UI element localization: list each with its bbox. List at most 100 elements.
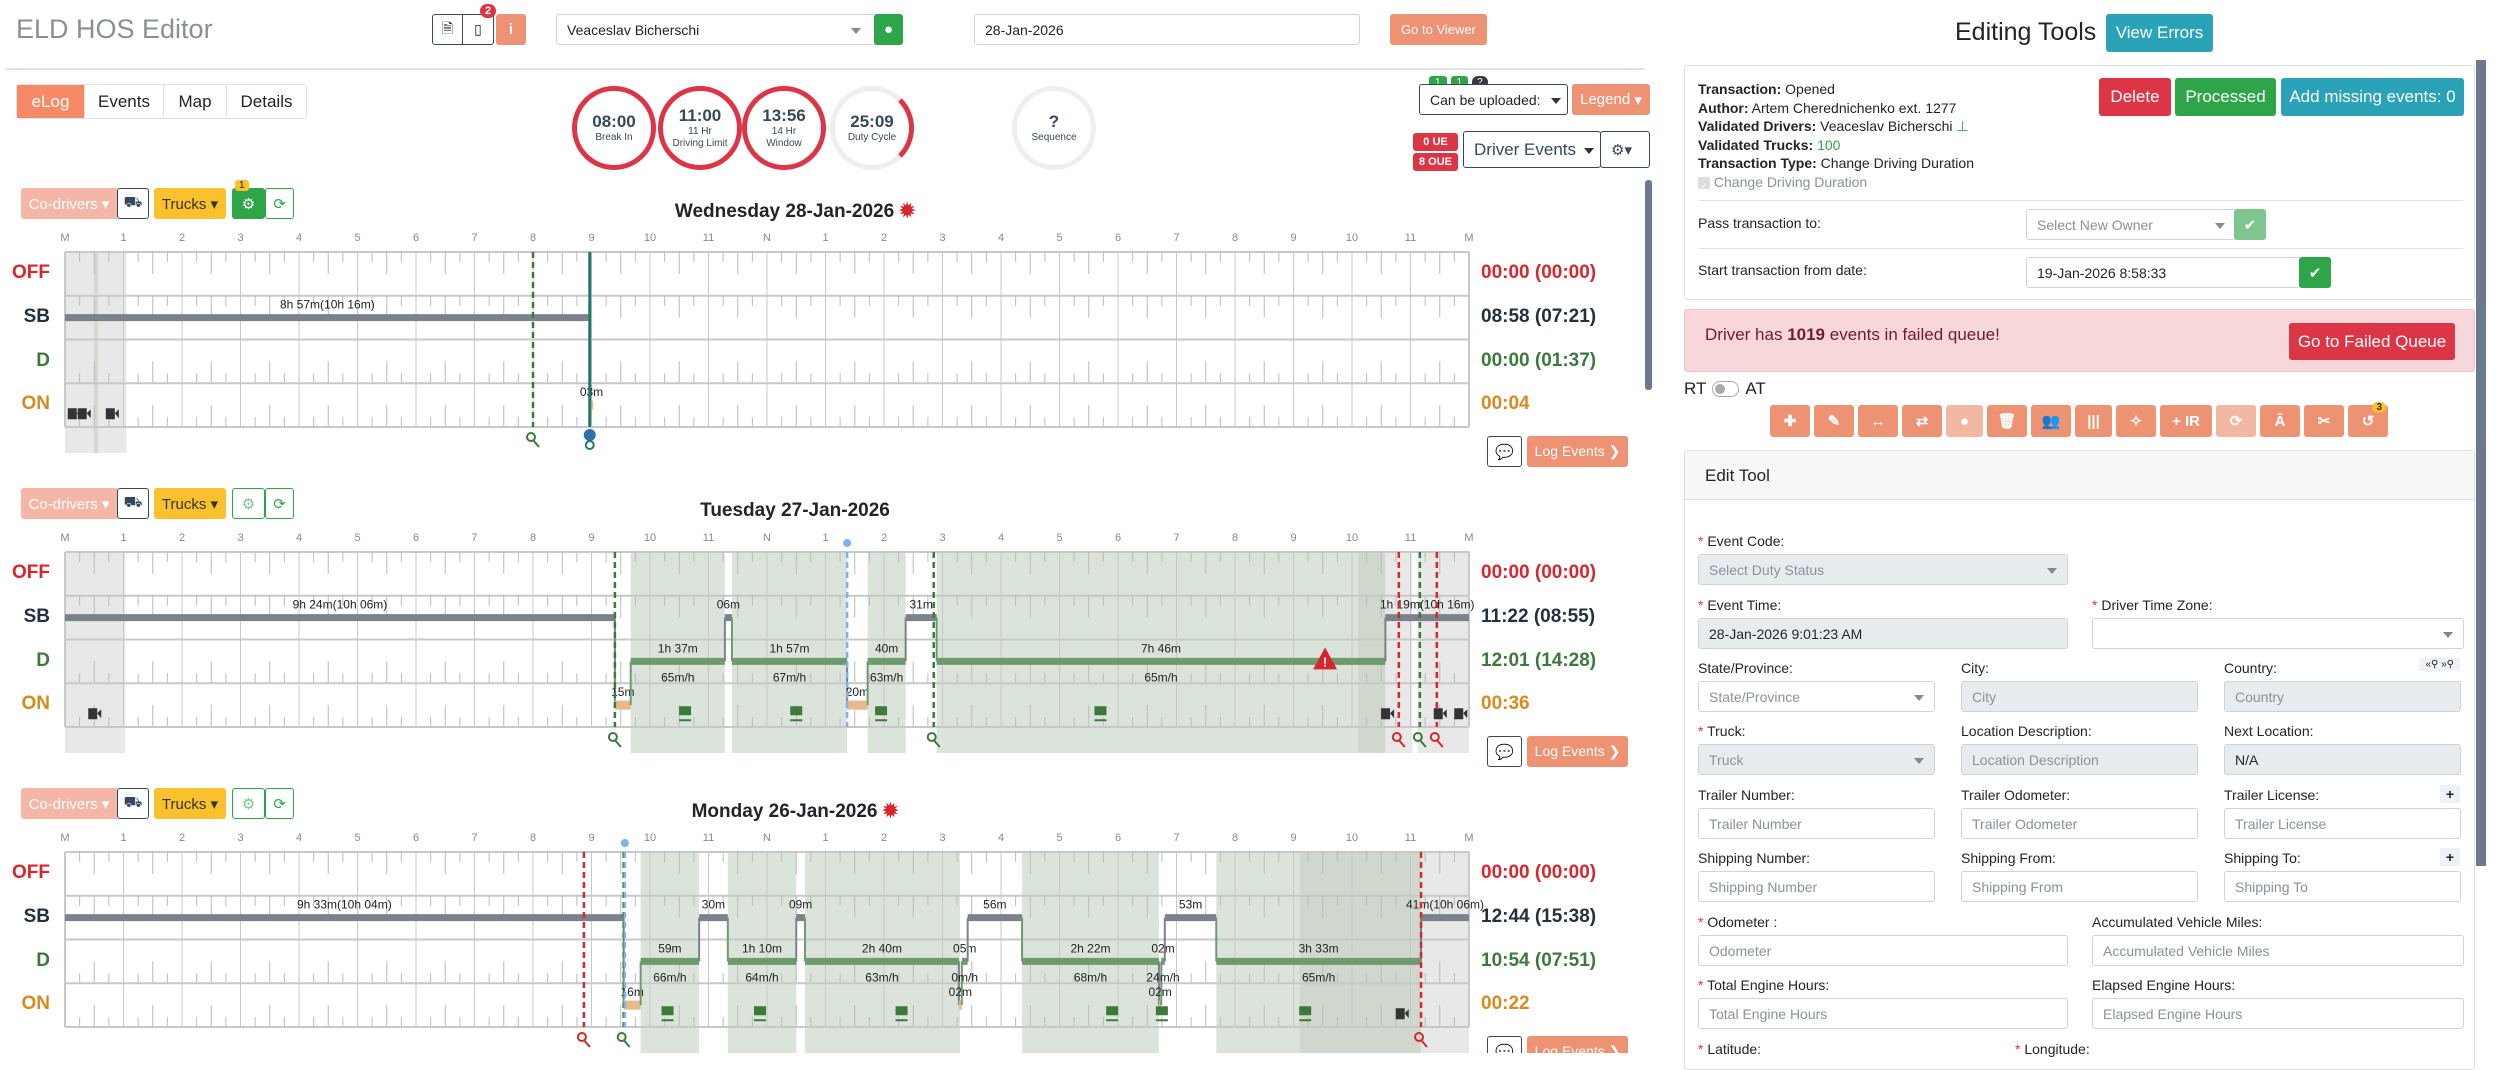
upload-status-select[interactable]: Can be uploaded: (1419, 84, 1568, 115)
ue-badge[interactable]: 0 UE (1413, 133, 1458, 151)
truck-input[interactable]: Truck (1698, 744, 1935, 775)
key-icon[interactable] (526, 432, 540, 448)
state-input[interactable]: State/Province (1698, 681, 1935, 712)
log-events-button[interactable]: Log Events ❯ (1527, 436, 1628, 467)
odometer-input[interactable]: Odometer (1698, 935, 2068, 966)
gauge-2[interactable]: 13:56 14 Hr Window (742, 86, 826, 170)
refresh-tool-button[interactable]: ⟳ (2216, 405, 2256, 437)
plus-ir-tool-button[interactable]: + IR (2160, 405, 2212, 437)
gauge-3[interactable]: 25:09 Duty Cycle (830, 86, 914, 170)
truck-icon[interactable] (661, 1006, 674, 1022)
codrivers-button[interactable]: Co-drivers ▾ (21, 788, 117, 819)
truck-icon[interactable] (1299, 1006, 1312, 1022)
key-icon[interactable] (1412, 732, 1427, 748)
city-input[interactable]: City (1961, 681, 2198, 712)
gauge-0[interactable]: 08:00 Break In (572, 86, 656, 170)
plus-tool-button[interactable]: ✚ (1770, 405, 1810, 437)
camera-icon[interactable] (1381, 708, 1395, 720)
camera-icon[interactable] (1433, 708, 1447, 720)
truck-view-button[interactable]: ⛟ (117, 788, 149, 819)
truck-icon[interactable] (895, 1006, 908, 1022)
left-scrollbar[interactable] (1645, 180, 1652, 390)
gauge-4[interactable]: ? Sequence (1012, 86, 1096, 170)
truck-icon[interactable] (1155, 1006, 1168, 1022)
trailer-license-input[interactable]: Trailer License + (2224, 785, 2461, 839)
time-zone-input[interactable] (2092, 618, 2464, 649)
magic-tool-button[interactable]: ✧ (2116, 405, 2156, 437)
trucks-button[interactable]: Trucks ▾ (154, 788, 226, 819)
legend-button[interactable]: Legend ▾ (1572, 84, 1650, 115)
key-icon[interactable] (926, 732, 941, 748)
refresh-button[interactable]: ⟳ (265, 788, 294, 819)
confirm-start-date-button[interactable]: ✔ (2299, 257, 2331, 288)
confirm-owner-button[interactable]: ✔ (2234, 209, 2266, 240)
go-to-viewer-button[interactable]: Go to Viewer (1390, 14, 1487, 45)
truck-icon[interactable] (875, 706, 888, 722)
view-errors-button[interactable]: View Errors (2106, 14, 2213, 52)
scissors-tool-button[interactable]: ✂ (2304, 405, 2344, 437)
delete-button[interactable]: Delete (2099, 78, 2171, 116)
right-scrollbar[interactable] (2476, 60, 2486, 866)
camera-icon[interactable] (77, 408, 91, 420)
codrivers-button[interactable]: Co-drivers ▾ (21, 488, 117, 519)
gauge-1[interactable]: 11:00 11 Hr Driving Limit (658, 86, 742, 170)
rt-at-switch[interactable] (1712, 381, 1740, 397)
key-icon[interactable] (1391, 732, 1406, 748)
tab-map[interactable]: Map (164, 85, 227, 118)
add-missing-events-button[interactable]: Add missing events: 0 (2281, 78, 2464, 116)
new-owner-select[interactable]: Select New Owner (2026, 209, 2236, 240)
trucks-button[interactable]: Trucks ▾ (154, 188, 226, 219)
key-icon[interactable] (616, 1032, 631, 1048)
elapsed-hours-input[interactable]: Elapsed Engine Hours (2092, 998, 2464, 1029)
comment-button[interactable]: 💬 (1487, 436, 1522, 467)
text-height-tool-button[interactable]: Ā (2260, 405, 2300, 437)
trash-tool-button[interactable]: 🗑 (1987, 405, 2027, 437)
truck-view-button[interactable]: ⛟ (117, 188, 149, 219)
country-input[interactable]: Country «⚲ »⚲ (2224, 658, 2461, 712)
key-icon[interactable] (576, 1032, 591, 1048)
log-events-button[interactable]: Log Events ❯ (1527, 1036, 1628, 1053)
undo-tool-button[interactable]: ↺ 3 (2348, 402, 2388, 437)
key-icon[interactable] (1429, 732, 1444, 748)
trailer-number-input[interactable]: Trailer Number (1698, 808, 1935, 839)
columns-tool-button[interactable]: ||| (2075, 405, 2112, 437)
truck-icon[interactable] (753, 1006, 766, 1022)
location-pins-icon[interactable]: «⚲ »⚲ (2419, 658, 2460, 671)
oue-badge[interactable]: 8 OUE (1413, 153, 1458, 171)
refresh-button[interactable]: ⟳ (265, 488, 294, 519)
key-icon[interactable] (1414, 1032, 1428, 1048)
warning-icon[interactable]: ! (1313, 647, 1338, 670)
next-location-input[interactable]: N/A (2224, 744, 2461, 775)
key-icon[interactable] (607, 732, 622, 748)
comment-button[interactable]: 💬 (1487, 1036, 1522, 1053)
event-code-input[interactable]: Select Duty Status (1698, 554, 2068, 585)
refresh-button[interactable]: ⟳ (265, 188, 294, 219)
note-icon[interactable]: ▯ (474, 21, 482, 37)
change-driving-checkbox[interactable]: ✓ (1698, 176, 1710, 191)
camera-icon[interactable] (1454, 708, 1468, 720)
engine-hours-input[interactable]: Total Engine Hours (1698, 998, 2068, 1029)
tab-elog[interactable]: eLog (17, 85, 85, 118)
users-tool-button[interactable]: 👥 (2031, 405, 2071, 437)
document-icon[interactable]: 🗎 (433, 15, 464, 44)
camera-icon[interactable] (1395, 1008, 1409, 1020)
trucks-button[interactable]: Trucks ▾ (154, 488, 226, 519)
engine-button[interactable]: ⚙ (232, 188, 265, 219)
exchange-tool-button[interactable]: ⇄ (1902, 405, 1942, 437)
gear-icon[interactable] (583, 429, 596, 450)
acc-miles-input[interactable]: Accumulated Vehicle Miles (2092, 935, 2464, 966)
comment-button[interactable]: 💬 (1487, 736, 1522, 767)
truck-icon[interactable] (1106, 1006, 1119, 1022)
log-events-button[interactable]: Log Events ❯ (1527, 736, 1628, 767)
location-input[interactable]: Location Description (1961, 744, 2198, 775)
go-to-failed-queue-button[interactable]: Go to Failed Queue (2289, 323, 2455, 360)
truck-icon[interactable] (679, 706, 692, 722)
engine-button[interactable]: ⚙ (232, 488, 265, 519)
info-button[interactable]: i (496, 14, 526, 45)
truck-icon[interactable] (790, 706, 803, 722)
event-time-input[interactable]: 28-Jan-2026 9:01:23 AM (1698, 618, 2068, 649)
pencil-tool-button[interactable]: ✎ (1814, 405, 1854, 437)
trailer-odometer-input[interactable]: Trailer Odometer (1961, 808, 2198, 839)
add-icon[interactable]: + (2439, 785, 2460, 803)
truck-view-button[interactable]: ⛟ (117, 488, 149, 519)
